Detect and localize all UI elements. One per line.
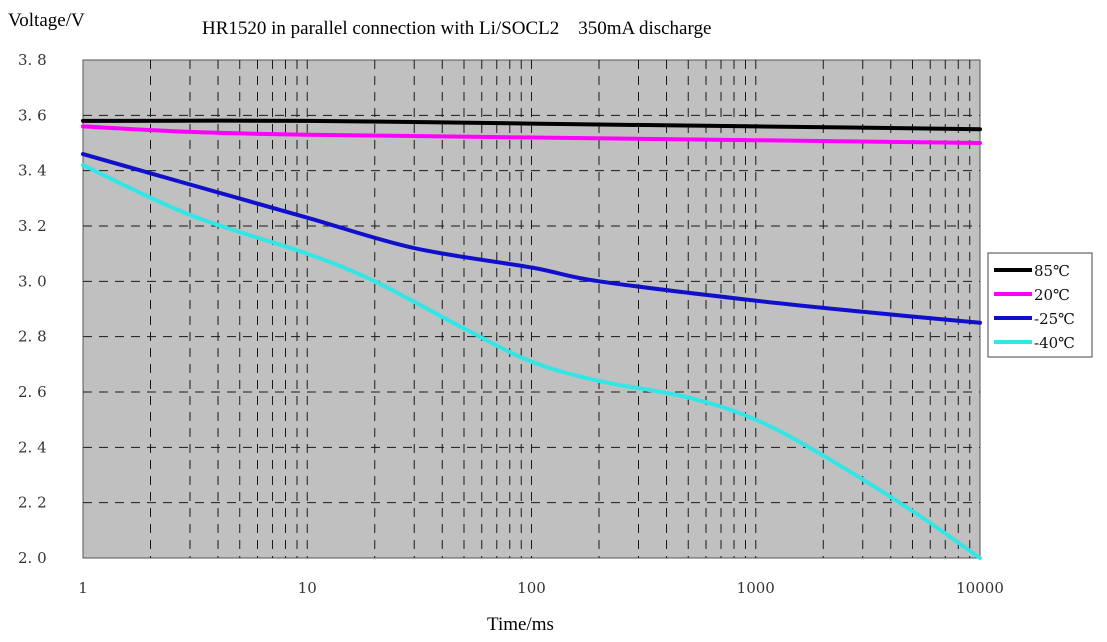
legend-label: 85℃ [1034, 262, 1070, 280]
legend-label: -25℃ [1034, 310, 1075, 328]
y-tick-label: 3. 4 [18, 162, 47, 180]
y-tick-label: 3. 6 [18, 106, 47, 124]
y-tick-label: 2. 0 [18, 549, 47, 567]
legend-label: 20℃ [1034, 286, 1070, 304]
x-tick-label: 1 [78, 579, 88, 597]
y-tick-label: 2. 6 [18, 383, 47, 401]
y-tick-label: 2. 2 [18, 494, 47, 512]
legend-label: -40℃ [1034, 334, 1075, 352]
x-tick-label: 1000 [737, 579, 775, 597]
y-tick-label: 2. 4 [18, 438, 47, 456]
y-tick-label: 3. 0 [18, 272, 47, 290]
x-tick-label: 100 [517, 579, 546, 597]
y-tick-label: 3. 2 [18, 217, 47, 235]
y-tick-label: 3. 8 [18, 51, 47, 69]
x-tick-label: 10 [298, 579, 317, 597]
y-tick-label: 2. 8 [18, 328, 47, 346]
x-tick-label: 10000 [956, 579, 1004, 597]
